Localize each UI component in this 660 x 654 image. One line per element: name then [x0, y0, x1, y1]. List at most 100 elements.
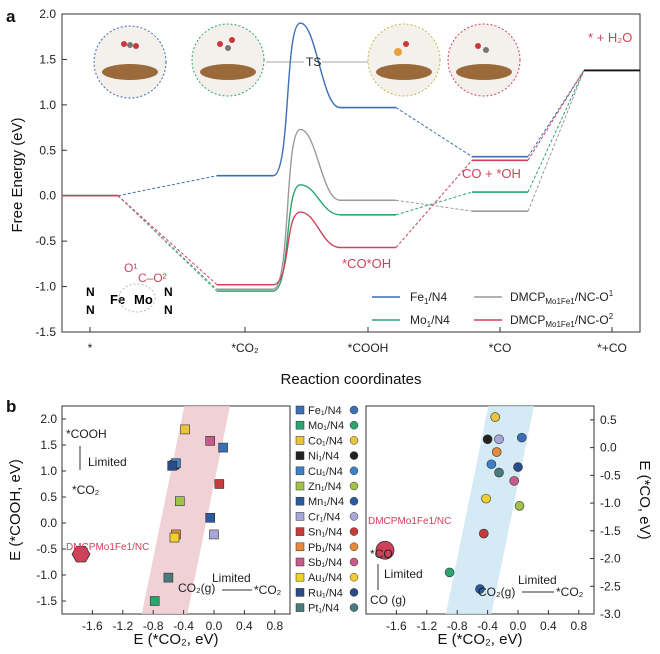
y-tick-label: -3.0 — [600, 607, 621, 621]
co-oh-label: CO + *OH — [462, 166, 521, 181]
b2-co2star-label: *CO₂ — [556, 585, 584, 599]
point — [509, 476, 520, 486]
b2-limited2-label: Limited — [518, 573, 557, 587]
point — [478, 528, 489, 539]
x-tick-label: 0.0 — [510, 619, 527, 633]
point — [444, 567, 455, 578]
b1-co2g-label: CO₂(g) — [178, 581, 215, 595]
legend-b-label: Au₁/N4 — [308, 572, 342, 584]
ts-curve — [272, 22, 341, 177]
y-tick-label: 2.0 — [40, 412, 57, 426]
panel-label-b: b — [6, 397, 16, 416]
legend-square — [295, 572, 305, 582]
y-tick-label: -1.0 — [35, 280, 56, 294]
x-tick-label: 0.0 — [206, 619, 223, 633]
legend-square — [295, 603, 305, 612]
legend-o2: DMCPMo1Fe1/NC-O2 — [510, 312, 614, 329]
energy-profile-chart: 2.0 1.5 1.0 0.5 0.0 -0.5 -1.0 -1.5 * *CO₂ *COOH *C… — [9, 7, 641, 388]
ts-curve — [272, 184, 341, 292]
point-dmcp — [375, 540, 395, 560]
inset-n2: N — [86, 303, 95, 317]
b1-dmcp-label: DMCPMo1Fe1/NC — [66, 542, 149, 553]
legend-circle — [349, 527, 359, 536]
legend-b-label: Mn₁/N4 — [308, 496, 344, 508]
x-tick-label: 0.8 — [266, 619, 283, 633]
inset-n1: N — [86, 285, 95, 299]
series-group-a — [62, 22, 640, 292]
legend-square — [295, 405, 305, 415]
legend-b-label: Pb₁/N4 — [308, 542, 342, 554]
x-tick-label: *CO — [489, 341, 512, 355]
legend-square — [295, 420, 305, 430]
legend-square — [295, 542, 305, 552]
structure-thumb-3 — [367, 23, 441, 97]
x-tick-label: -0.4 — [477, 619, 498, 633]
legend-b-label: Cu₁/N4 — [308, 466, 343, 478]
legend-b-label: Sb₁/N4 — [308, 557, 342, 569]
legend-square — [295, 466, 305, 476]
legend-mo: Mo1/N4 — [410, 313, 450, 329]
y-tick-label: -0.5 — [600, 468, 621, 482]
point — [205, 436, 215, 446]
legend-a: Fe1/N4 Mo1/N4 DMCPMo1Fe1/NC-O1 DMCPMo1Fe… — [372, 289, 614, 329]
state-connector — [527, 70, 585, 157]
band-b2 — [445, 406, 534, 614]
plot-frame-a — [61, 13, 641, 333]
state-connector — [117, 195, 218, 286]
h2o-label: * + H₂O — [588, 30, 632, 45]
point — [513, 462, 523, 472]
point-dmcp — [71, 546, 91, 563]
points-b1 — [71, 424, 228, 606]
x-tick-label: -0.4 — [173, 619, 194, 633]
y-tick-label: 0.5 — [39, 143, 56, 157]
state-connector — [395, 199, 473, 212]
inset-mo: Mo — [134, 292, 153, 307]
y-tick-label: 1.5 — [40, 438, 57, 452]
y-tick-label: 0.0 — [600, 441, 617, 455]
legend-fe: Fe1/N4 — [410, 290, 447, 306]
state-connector — [527, 70, 585, 193]
b2-co-label: *CO — [370, 547, 393, 561]
b2-limited-label: Limited — [384, 567, 423, 581]
state-connector — [395, 191, 473, 216]
points-b2 — [375, 412, 527, 594]
x-ticks-a: * *CO₂ *COOH *CO *+CO — [88, 327, 627, 355]
ticks-b1: -1.6 -1.2 -0.8 -0.4 0.0 0.4 0.8 2.0 1.5 1.0 0.5 0.0… — [36, 412, 283, 633]
x-axis-label-b1: E (*CO₂, eV) — [133, 631, 218, 648]
state-connector — [117, 175, 218, 197]
y-tick-label: 0.5 — [40, 490, 57, 504]
x-tick-label: *COOH — [348, 341, 389, 355]
b1-cooh-label: *COOH — [66, 427, 107, 441]
state-connector — [527, 70, 585, 212]
legend-o1: DMCPMo1Fe1/NC-O1 — [510, 289, 614, 306]
co-ohstar-label: *CO*OH — [342, 256, 391, 271]
x-tick-label: -1.2 — [416, 619, 437, 633]
point — [163, 572, 174, 583]
point — [475, 584, 485, 594]
legend-square — [295, 451, 305, 460]
legend-b-label: Ni₁/N4 — [308, 451, 339, 463]
point — [169, 532, 180, 543]
y-tick-label: -1.5 — [36, 594, 57, 608]
legend-b-label: Ru₁/N4 — [308, 587, 343, 599]
structure-thumb-4 — [447, 23, 521, 97]
legend-circle — [349, 572, 359, 582]
b1-co2star-label: *CO₂ — [254, 583, 282, 597]
x-tick-label: -1.6 — [82, 619, 103, 633]
b1-limited-label: Limited — [88, 455, 127, 469]
legend-circle — [349, 496, 359, 506]
point — [486, 459, 497, 470]
legend-square — [295, 481, 305, 491]
legend-circle — [349, 512, 359, 521]
x-tick-label: *+CO — [597, 341, 627, 355]
x-axis-label-b2: E (*CO₂, eV) — [437, 631, 522, 648]
legend-square — [295, 588, 305, 597]
legend-circle — [349, 420, 359, 430]
y-tick-label: -1.5 — [35, 325, 56, 339]
point — [514, 501, 525, 511]
y-tick-label: -1.0 — [36, 568, 57, 582]
legend-b-label: Sn₁/N4 — [308, 527, 342, 539]
panel-label-a: a — [6, 7, 16, 26]
structure-thumbnails — [93, 23, 521, 99]
b1-co2-label: *CO₂ — [72, 483, 100, 497]
